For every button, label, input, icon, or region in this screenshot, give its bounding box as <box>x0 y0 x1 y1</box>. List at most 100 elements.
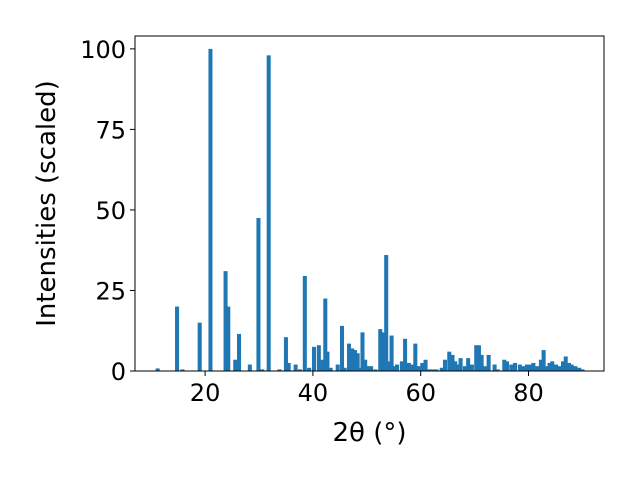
bar <box>320 359 325 371</box>
bar <box>323 298 328 371</box>
bar <box>175 306 180 371</box>
bar <box>342 367 347 371</box>
bar <box>544 366 549 371</box>
bar <box>406 362 411 371</box>
bar <box>247 364 252 371</box>
bar <box>286 362 291 371</box>
y-axis-label: Intensities (scaled) <box>32 80 62 327</box>
bar <box>462 366 467 371</box>
x-ticks: 20 40 60 80 <box>190 371 544 407</box>
bar <box>328 367 333 371</box>
bar <box>283 337 288 371</box>
bar <box>427 369 432 371</box>
bar <box>297 369 302 371</box>
bar <box>474 345 479 371</box>
bar <box>476 345 481 371</box>
bars-group <box>155 48 585 372</box>
y-tick-label: 50 <box>95 197 126 225</box>
y-ticks: 0 25 50 75 100 <box>80 36 135 386</box>
bar <box>260 369 265 371</box>
bar <box>580 369 585 371</box>
x-axis-label: 2θ (°) <box>332 418 406 448</box>
bar <box>535 366 540 371</box>
bar <box>386 361 391 371</box>
bar <box>197 322 202 371</box>
bar <box>365 366 370 371</box>
bar <box>256 218 261 371</box>
bar <box>381 332 386 371</box>
bar <box>373 369 378 371</box>
bar <box>391 366 396 371</box>
bar <box>566 362 571 371</box>
bar <box>352 350 357 371</box>
bar <box>458 358 463 371</box>
bar <box>420 362 425 371</box>
x-tick-label: 40 <box>298 379 329 407</box>
bar <box>547 362 552 371</box>
bar <box>517 364 522 371</box>
bar <box>369 366 374 371</box>
bar <box>423 359 428 371</box>
bar <box>180 369 185 371</box>
y-tick-label: 75 <box>95 116 126 144</box>
bar <box>378 329 383 372</box>
bar <box>513 362 518 371</box>
bar <box>447 351 452 371</box>
bar <box>554 364 559 371</box>
bar <box>563 356 568 371</box>
bar <box>502 359 507 371</box>
plot-frame <box>134 35 605 372</box>
bar <box>495 369 500 371</box>
bar <box>311 346 316 371</box>
bar <box>233 359 238 371</box>
bar <box>439 367 444 371</box>
bar <box>538 359 543 371</box>
bar <box>360 332 365 371</box>
x-tick-label: 80 <box>513 379 544 407</box>
bar <box>346 343 352 371</box>
y-tick-label: 0 <box>111 358 126 386</box>
bar <box>155 368 160 371</box>
bar <box>469 364 474 371</box>
bar <box>557 366 562 371</box>
bar <box>561 361 566 371</box>
bar <box>550 361 555 371</box>
bar <box>357 367 362 371</box>
x-tick-label: 20 <box>190 379 221 407</box>
bar <box>355 353 360 371</box>
bar <box>223 271 228 371</box>
bar <box>450 354 455 371</box>
bar <box>266 55 271 371</box>
bar <box>399 361 404 371</box>
bar <box>434 369 439 371</box>
bar <box>335 364 340 371</box>
bar <box>569 364 574 371</box>
bar <box>573 366 578 371</box>
bar <box>307 367 312 371</box>
bar <box>504 361 509 371</box>
bar <box>226 306 231 371</box>
bar <box>509 364 514 371</box>
bar <box>363 359 368 371</box>
bar <box>350 348 355 371</box>
x-tick-label: 60 <box>405 379 436 407</box>
bar <box>293 364 298 371</box>
bar <box>339 325 345 371</box>
bar <box>528 364 533 371</box>
bar <box>208 48 213 371</box>
bar <box>577 367 582 371</box>
bar <box>302 275 307 371</box>
bar <box>541 350 546 371</box>
bar <box>277 369 282 371</box>
bar <box>416 366 421 371</box>
bar <box>531 362 536 371</box>
bar <box>466 358 471 371</box>
bar <box>316 345 321 371</box>
bar <box>453 361 458 371</box>
y-tick-label: 25 <box>95 277 126 305</box>
bar <box>430 369 435 371</box>
bar <box>524 364 529 371</box>
bar <box>479 354 484 371</box>
